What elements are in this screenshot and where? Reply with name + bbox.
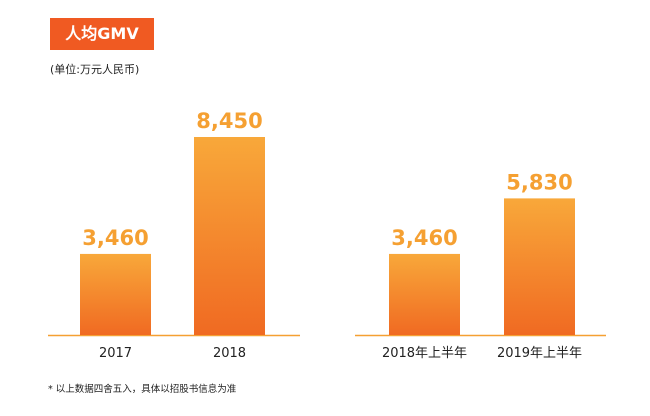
unit-label: (单位:万元人民币) — [50, 63, 140, 76]
data-label: 8,450 — [196, 109, 262, 133]
x-tick-label: 2018 — [213, 346, 246, 361]
data-label: 3,460 — [82, 226, 148, 250]
data-label: 3,460 — [391, 226, 457, 250]
data-label: 5,830 — [506, 170, 572, 194]
x-tick-label: 2018年上半年 — [382, 346, 467, 361]
bar — [389, 253, 460, 335]
chart-title-badge: 人均GMV — [50, 18, 154, 50]
bar — [194, 137, 265, 335]
bar — [504, 198, 575, 335]
x-tick-label: 2017 — [99, 346, 132, 361]
x-tick-label: 2019年上半年 — [497, 346, 582, 361]
footnote: * 以上数据四舍五入，具体以招股书信息为准 — [48, 384, 237, 395]
bar — [80, 253, 151, 335]
